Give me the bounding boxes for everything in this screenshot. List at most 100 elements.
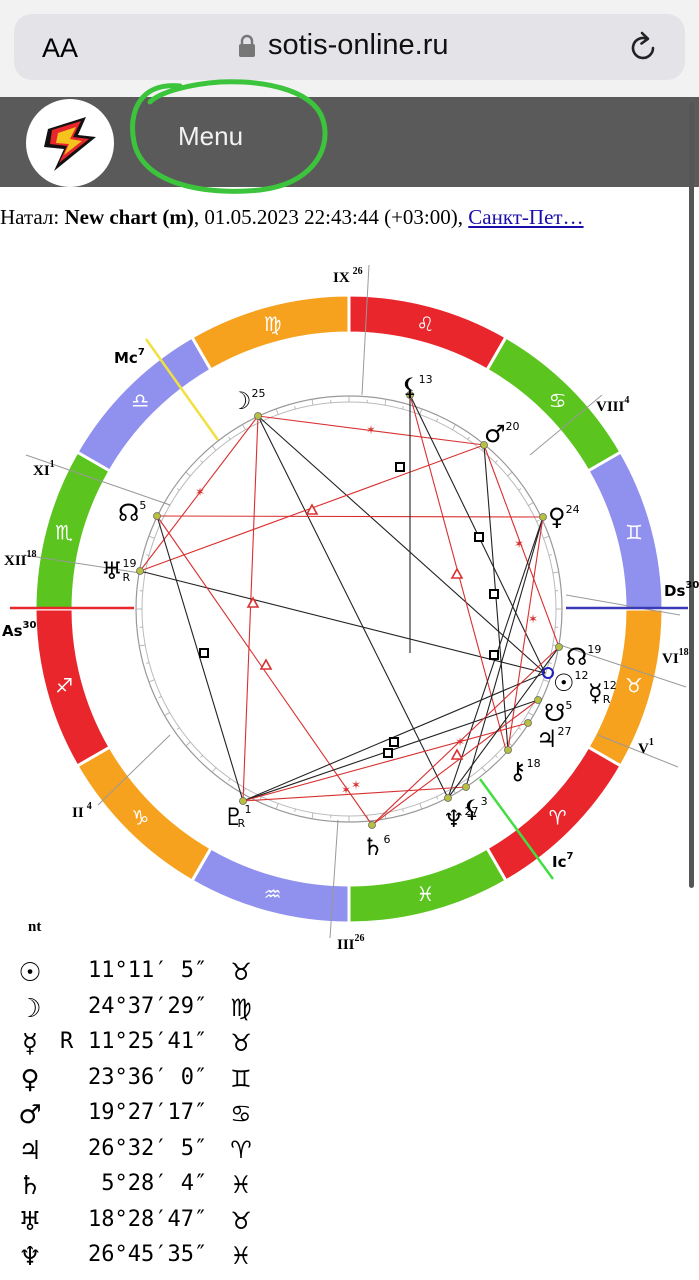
zodiac-sign-glyph: ♓ (230, 1242, 252, 1270)
zodiac-sign-label: ♊ (625, 521, 643, 545)
planet-position: 11°11′ 5″ (88, 958, 208, 983)
site-navbar: Menu (0, 97, 699, 187)
text-size-button[interactable]: AA (42, 33, 79, 63)
address-bar[interactable] (14, 14, 685, 80)
svg-text:☋5: ☋5 (544, 699, 572, 727)
planet-row: ♀ 23°36′ 0″ ♊ (0, 1065, 699, 1101)
planet-glyph: ☿ (22, 1029, 38, 1059)
svg-text:✶: ✶ (341, 783, 351, 797)
zodiac-sign-label: ♑ (131, 806, 149, 830)
zodiac-sign-label: ♎ (131, 388, 149, 412)
place-link[interactable]: Санкт-Пет… (468, 205, 584, 229)
sun-marker (542, 667, 554, 679)
mc-label: Mc (114, 349, 138, 367)
zodiac-sign-glyph: ♓ (230, 1171, 252, 1199)
svg-text:Ds30: Ds30 (664, 580, 699, 600)
zodiac-sign-glyph: ♉ (230, 1206, 252, 1235)
zodiac-sign-label: ♉ (625, 673, 643, 697)
svg-text:☊19: ☊19 (566, 643, 601, 671)
svg-text:Ic7: Ic7 (552, 851, 573, 871)
zodiac-sign-label: ♐ (55, 673, 73, 697)
svg-text:VI18: VI18 (662, 647, 689, 667)
zodiac-sign-glyph: ♍ (230, 993, 252, 1022)
svg-text:⚷18: ⚷18 (509, 757, 541, 785)
reload-icon[interactable] (628, 30, 658, 64)
zodiac-sign-glyph: ♉ (230, 958, 252, 986)
svg-text:⚸3: ⚸3 (463, 795, 488, 823)
menu-button[interactable]: Menu (178, 121, 244, 151)
ic-label: Ic (552, 853, 566, 871)
planet-position: 26°45′35″ (88, 1242, 208, 1267)
planet-row: ♅ 18°28′47″ ♉ (0, 1207, 699, 1243)
planet-row: ♆ 26°45′35″ ♓ (0, 1242, 699, 1278)
planet-row: ☽ 24°37′29″ ♍ (0, 994, 699, 1030)
svg-text:♀24: ♀24 (548, 503, 580, 531)
svg-text:☊5: ☊5 (118, 499, 146, 527)
svg-text:♅19R: ♅19 R (101, 557, 137, 585)
svg-text:✶: ✶ (351, 778, 361, 792)
zodiac-sign-glyph: ♋ (230, 1100, 252, 1128)
planet-row: ☉ 11°11′ 5″ ♉ (0, 958, 699, 994)
zodiac-sign-glyph: ♈ (230, 1135, 252, 1164)
retrograde-mark: R (60, 1029, 74, 1054)
zodiac-sign-label: ♓ (416, 882, 434, 906)
planet-position: 5°28′ 4″ (88, 1171, 208, 1196)
planet-glyph: ☉ (18, 958, 42, 988)
aspect-lines (139, 394, 560, 826)
planet-glyph: ♄ (18, 1171, 42, 1201)
svg-text:✶: ✶ (366, 423, 376, 437)
svg-text:Mc7: Mc7 (114, 347, 145, 367)
svg-text:✶: ✶ (195, 485, 205, 499)
inner-circle-outer (135, 395, 563, 823)
chart-datetime: , 01.05.2023 22:43:44 (+03:00), (193, 205, 469, 229)
svg-text:✶: ✶ (455, 735, 465, 749)
svg-text:II4: II 4 (72, 801, 92, 821)
page-scrollbar[interactable] (689, 102, 694, 888)
svg-text:♄6: ♄6 (362, 833, 391, 861)
planet-position: 23°36′ 0″ (88, 1064, 208, 1090)
svg-text:☽25: ☽25 (230, 387, 266, 415)
svg-text:♃27: ♃27 (536, 725, 572, 753)
angle-labels: Mc7 Ds30 Ic7 As30 (2, 347, 699, 871)
svg-text:XI1: XI1 (33, 459, 55, 479)
planet-position: 26°32′ 5″ (88, 1135, 208, 1161)
planet-glyph: ♆ (18, 1242, 42, 1272)
chart-name: New chart (m) (64, 205, 194, 229)
ds-label: Ds (664, 582, 685, 600)
zodiac-sign-label: ♏ (55, 521, 73, 545)
svg-text:✶: ✶ (528, 612, 538, 626)
house-cusps (23, 264, 687, 939)
zodiac-sign-glyph: ♉ (230, 1029, 252, 1057)
degree-ticks (136, 396, 562, 822)
planet-glyph: ☽ (18, 993, 42, 1024)
sotis-logo-icon (34, 107, 106, 179)
as-label: As (2, 622, 23, 640)
svg-text:♂20: ♂20 (484, 420, 520, 448)
zodiac-sign-label: ♈ (549, 806, 567, 830)
url-text[interactable]: sotis-online.ru (268, 29, 449, 61)
svg-text:✶: ✶ (514, 537, 524, 551)
planet-glyph: ♂ (18, 1100, 42, 1130)
planet-labels: ☽25 ⚸13 ♂20 ♀24 ☊5 ♅19 R ☊19 ☉12 ☿12 R ☋5 … (101, 373, 617, 861)
zodiac-sector (189, 293, 351, 373)
planet-glyph: ♅ (18, 1206, 42, 1237)
ic-line (478, 778, 555, 880)
svg-text:☿12R: ☿12 R (588, 679, 617, 707)
inner-circle-ticks (141, 401, 557, 817)
lock-icon (239, 34, 255, 57)
zodiac-sign-label: ♌ (416, 312, 434, 336)
planet-row: ☿ R 11°25′41″ ♉ (0, 1029, 699, 1065)
planet-row: ♃ 26°32′ 5″ ♈ (0, 1136, 699, 1172)
svg-text:⚸13: ⚸13 (401, 373, 433, 401)
chart-info-line: Натал: New chart (m), 01.05.2023 22:43:4… (0, 205, 699, 230)
svg-text:VIII4: VIII4 (596, 395, 629, 415)
planet-position: 11°25′41″ (88, 1029, 208, 1054)
mc-line (144, 338, 220, 441)
zodiac-sign-label: ♒ (264, 882, 282, 906)
highlight-annotation (130, 79, 328, 194)
natal-chart-wheel: ♌ ♋ ♊ ♉ ♈ ♓ ♒ ♑ ♐ ♏ ♎ ♍ (2, 264, 699, 953)
site-logo[interactable] (26, 99, 114, 187)
list-header: nt (28, 919, 42, 935)
browser-toolbar: AA sotis-online.ru (0, 0, 699, 97)
